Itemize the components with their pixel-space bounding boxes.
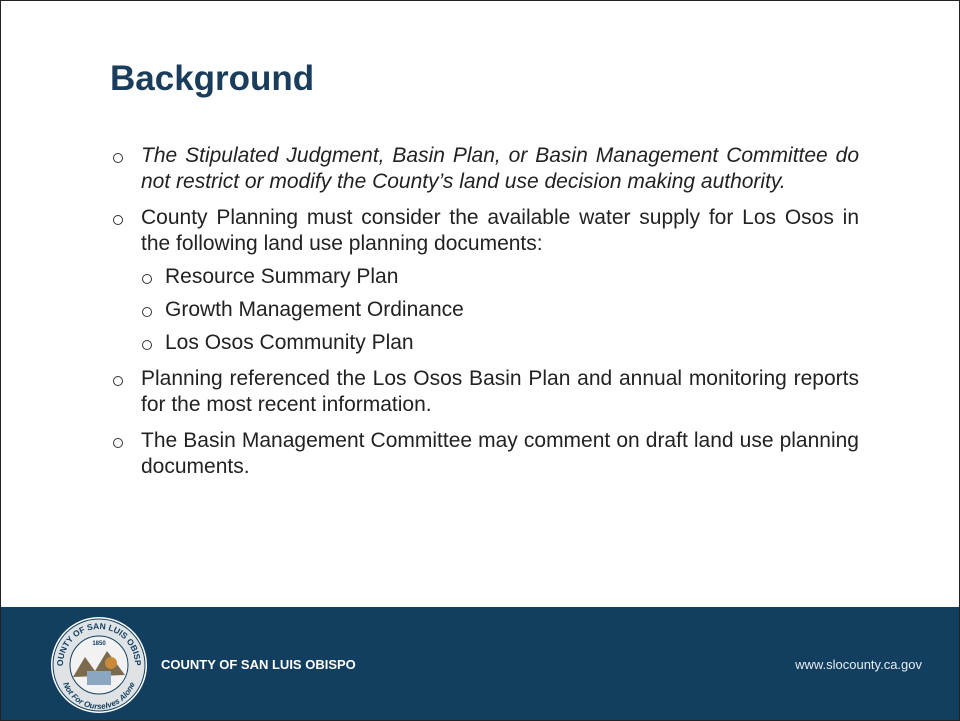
sub-bullet-text: Los Osos Community Plan: [165, 331, 414, 354]
bullet-marker: [113, 215, 123, 225]
bullet-marker: [113, 376, 123, 386]
sub-bullet: Growth Management Ordinance: [141, 297, 859, 323]
sub-bullet-text: Resource Summary Plan: [165, 265, 399, 288]
bullet-text: The Basin Management Committee may comme…: [141, 429, 859, 478]
seal-year: 1850: [92, 641, 106, 647]
website: www.slocounty.ca.gov: [795, 657, 922, 672]
bullet: County Planning must consider the availa…: [111, 205, 859, 356]
bullet-marker: [142, 340, 152, 350]
bullet: Planning referenced the Los Osos Basin P…: [111, 366, 859, 418]
bullet-text: Planning referenced the Los Osos Basin P…: [141, 367, 859, 416]
bullet-text: The Stipulated Judgment, Basin Plan, or …: [141, 144, 859, 193]
bullet-marker: [113, 153, 123, 163]
sub-bullet: Los Osos Community Plan: [141, 330, 859, 356]
bullet-marker: [113, 438, 123, 448]
bullet-marker: [142, 274, 152, 284]
bullet-text: County Planning must consider the availa…: [141, 206, 859, 255]
slide-title: Background: [110, 59, 315, 98]
sub-bullet: Resource Summary Plan: [141, 264, 859, 290]
bullet: The Stipulated Judgment, Basin Plan, or …: [111, 143, 859, 195]
footer: COUNTY OF SAN LUIS OBISPO 1850 Not For O…: [1, 607, 959, 720]
organization-name: COUNTY OF SAN LUIS OBISPO: [161, 657, 356, 672]
sub-bullet-text: Growth Management Ordinance: [165, 298, 464, 321]
bullet: The Basin Management Committee may comme…: [111, 428, 859, 480]
bullet-list: The Stipulated Judgment, Basin Plan, or …: [111, 143, 859, 490]
county-seal: COUNTY OF SAN LUIS OBISPO 1850 Not For O…: [49, 615, 147, 713]
bullet-marker: [142, 307, 152, 317]
